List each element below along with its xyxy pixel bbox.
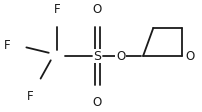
Text: F: F [53, 3, 60, 16]
Text: F: F [27, 90, 34, 103]
Text: O: O [92, 96, 102, 109]
Text: F: F [3, 39, 10, 52]
Text: O: O [184, 50, 193, 62]
Text: O: O [92, 3, 102, 16]
Text: S: S [93, 50, 101, 62]
Text: O: O [116, 50, 125, 62]
